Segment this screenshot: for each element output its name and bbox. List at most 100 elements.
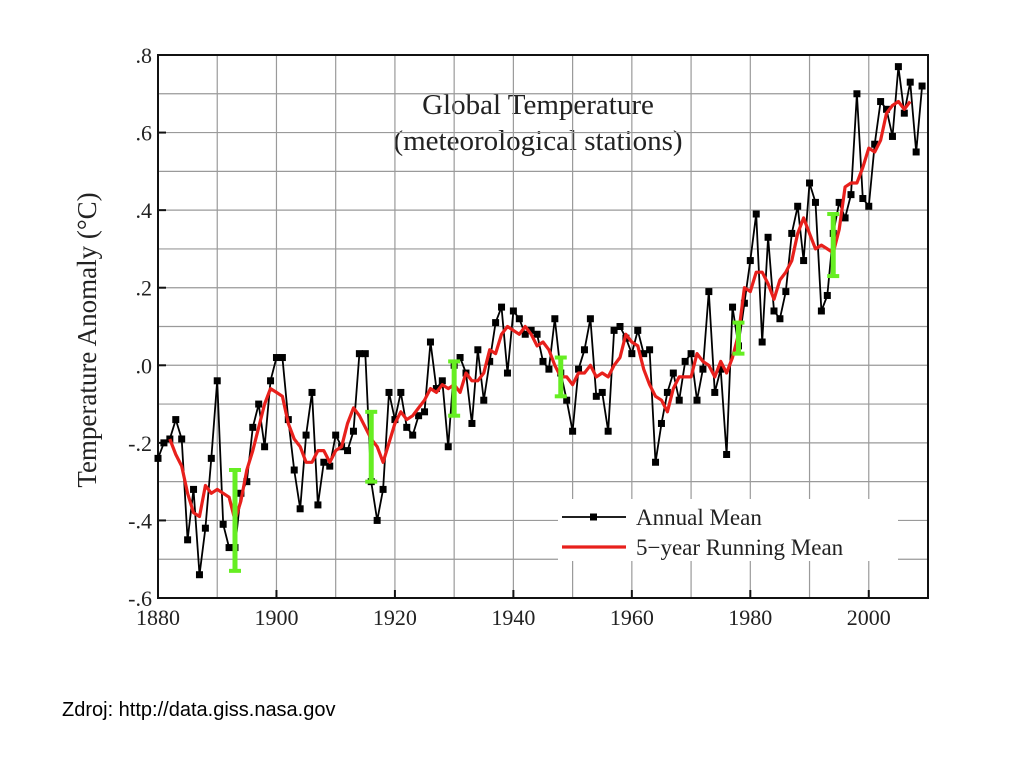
data-point bbox=[610, 326, 618, 334]
y-tick-label: .8 bbox=[136, 43, 153, 68]
data-point bbox=[640, 350, 648, 358]
data-point bbox=[533, 330, 541, 338]
data-point bbox=[361, 350, 369, 358]
data-point bbox=[278, 354, 286, 362]
data-point bbox=[503, 369, 511, 377]
data-point bbox=[480, 396, 488, 404]
data-point bbox=[385, 388, 393, 396]
y-tick-label: .6 bbox=[136, 121, 153, 146]
data-point bbox=[758, 338, 766, 346]
data-point bbox=[332, 431, 340, 439]
data-point bbox=[646, 346, 654, 354]
data-point bbox=[468, 419, 476, 427]
data-point bbox=[474, 346, 482, 354]
legend-label: 5−year Running Mean bbox=[636, 535, 844, 560]
caption: Zdroj: http://data.giss.nasa.gov bbox=[62, 699, 336, 721]
data-point bbox=[592, 392, 600, 400]
data-point bbox=[800, 257, 808, 265]
data-point bbox=[272, 354, 280, 362]
data-point bbox=[853, 90, 861, 98]
data-point bbox=[847, 191, 855, 199]
data-point bbox=[782, 288, 790, 296]
data-point bbox=[296, 505, 304, 513]
data-point bbox=[835, 198, 843, 206]
data-point bbox=[752, 210, 760, 218]
data-point bbox=[729, 303, 737, 311]
data-point bbox=[871, 140, 879, 148]
data-point bbox=[267, 377, 275, 385]
y-tick-label: -.2 bbox=[128, 431, 152, 456]
data-point bbox=[154, 454, 162, 462]
plot-frame bbox=[157, 54, 929, 599]
data-point bbox=[841, 214, 849, 222]
data-point bbox=[515, 315, 523, 323]
data-point bbox=[811, 198, 819, 206]
y-tick-label: -.6 bbox=[128, 586, 152, 611]
data-point bbox=[580, 346, 588, 354]
data-point bbox=[415, 412, 423, 420]
data-point bbox=[675, 396, 683, 404]
data-point bbox=[699, 365, 707, 373]
x-tick-label: 2000 bbox=[847, 605, 891, 630]
data-point bbox=[776, 315, 784, 323]
data-point bbox=[302, 431, 310, 439]
data-point bbox=[201, 524, 209, 532]
data-point bbox=[877, 98, 885, 106]
data-point bbox=[764, 233, 772, 241]
data-point bbox=[391, 416, 399, 424]
data-point bbox=[290, 466, 298, 474]
data-point bbox=[397, 388, 405, 396]
legend-marker bbox=[590, 513, 597, 521]
x-tick-label: 1920 bbox=[373, 605, 417, 630]
data-point bbox=[539, 357, 547, 365]
data-point bbox=[687, 350, 695, 358]
data-point bbox=[373, 516, 381, 524]
data-point bbox=[616, 323, 624, 330]
data-point bbox=[219, 520, 227, 528]
data-point bbox=[178, 435, 186, 443]
data-point bbox=[521, 330, 529, 338]
data-point bbox=[225, 544, 233, 552]
data-point bbox=[918, 82, 926, 90]
y-tick-label: .4 bbox=[136, 198, 153, 223]
data-point bbox=[669, 369, 677, 377]
data-point bbox=[823, 291, 831, 299]
data-point bbox=[213, 377, 221, 385]
y-tick-label: .2 bbox=[136, 276, 153, 301]
data-point bbox=[444, 443, 452, 451]
data-point bbox=[806, 179, 814, 187]
chart-subtitle: (meteorological stations) bbox=[393, 125, 682, 157]
x-tick-label: 1980 bbox=[728, 605, 772, 630]
data-point bbox=[894, 63, 902, 71]
data-point bbox=[569, 427, 577, 435]
data-point bbox=[166, 435, 174, 443]
data-point bbox=[681, 357, 689, 365]
data-point bbox=[575, 365, 583, 373]
data-point bbox=[255, 400, 263, 408]
legend-box bbox=[558, 499, 898, 561]
data-point bbox=[794, 202, 802, 210]
data-point bbox=[172, 416, 180, 424]
data-point bbox=[586, 315, 594, 323]
data-point bbox=[190, 485, 198, 493]
data-point bbox=[409, 431, 417, 439]
data-point bbox=[663, 388, 671, 396]
data-point bbox=[207, 454, 215, 462]
data-point bbox=[717, 365, 725, 373]
data-point bbox=[705, 288, 713, 296]
data-point bbox=[551, 315, 559, 323]
data-point bbox=[379, 485, 387, 493]
data-point bbox=[770, 307, 778, 315]
data-point bbox=[545, 365, 553, 373]
data-point bbox=[314, 501, 322, 509]
data-point bbox=[492, 319, 500, 327]
data-point bbox=[160, 439, 168, 447]
data-point bbox=[421, 408, 429, 416]
data-point bbox=[657, 419, 665, 427]
legend-label: Annual Mean bbox=[636, 505, 762, 530]
data-point bbox=[888, 132, 896, 140]
data-point bbox=[883, 105, 891, 113]
y-tick-label: -.4 bbox=[128, 508, 152, 533]
data-point bbox=[746, 257, 754, 265]
